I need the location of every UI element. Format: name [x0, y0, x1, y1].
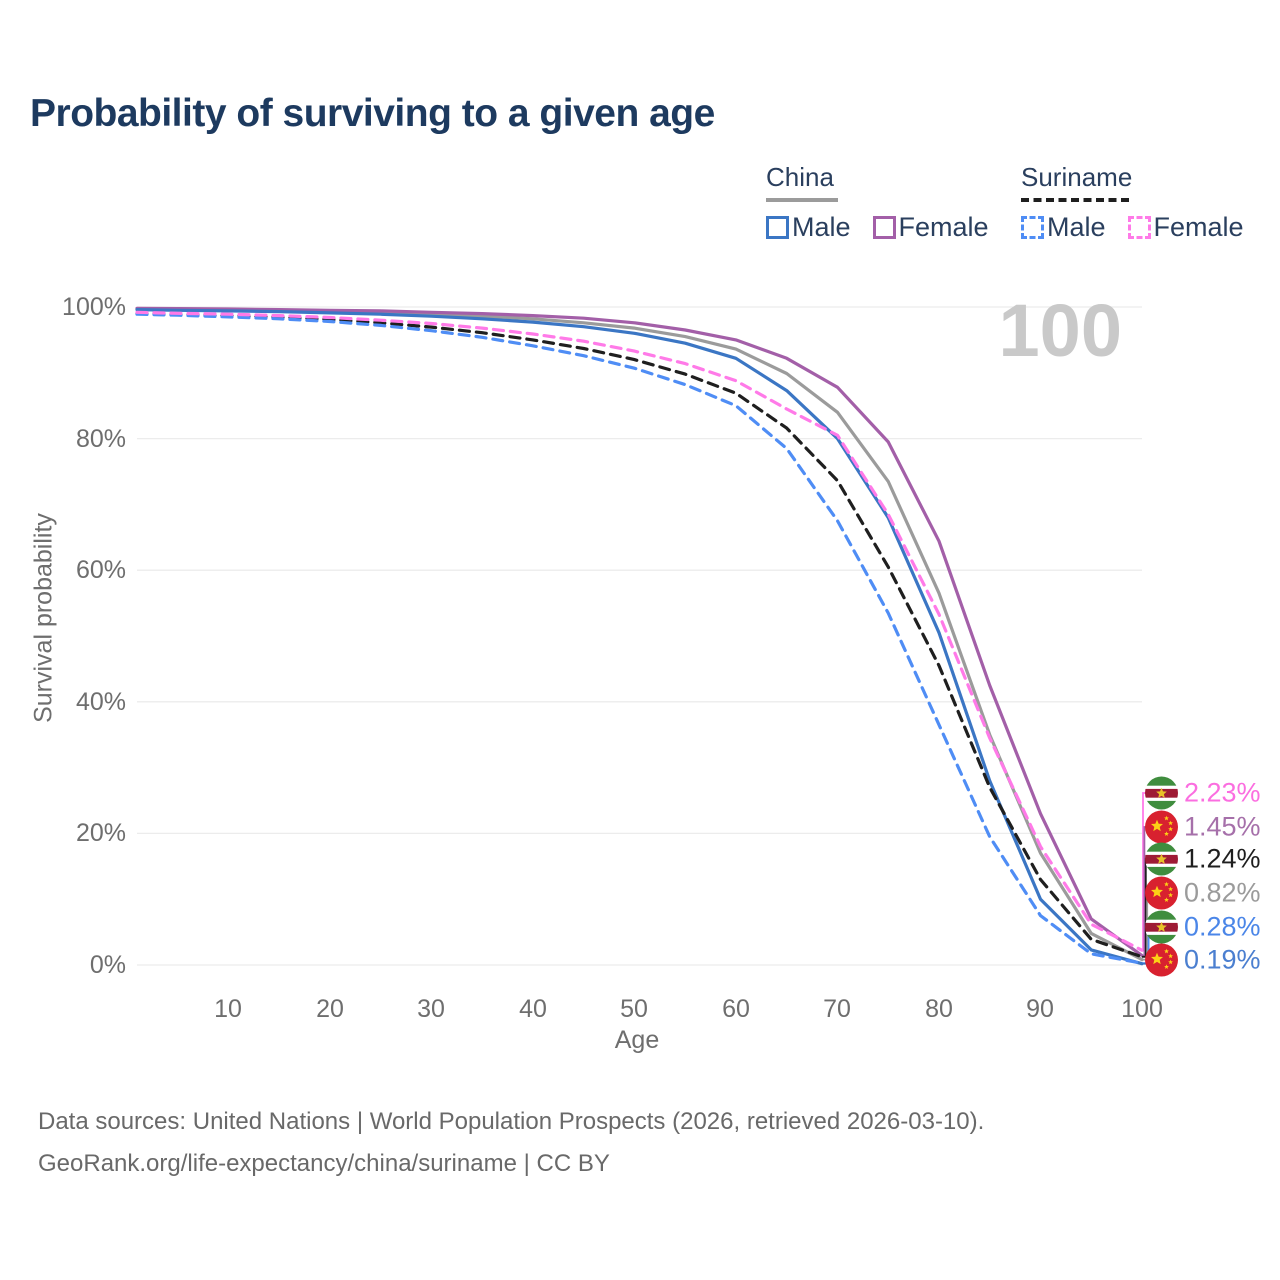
value-label-china_female[interactable]: 1.45% [1145, 810, 1261, 844]
legend-swatch-suriname-male[interactable] [1021, 216, 1044, 239]
attribution-line: GeoRank.org/life-expectancy/china/surina… [38, 1150, 610, 1177]
y-tick-0%: 0% [89, 951, 126, 979]
value-label-china_male[interactable]: 0.19% [1145, 943, 1261, 977]
series-line-china_female[interactable] [135, 306, 1144, 958]
suriname-flag-icon [1145, 842, 1178, 876]
legend-group-suriname: Suriname Male Female [1021, 162, 1266, 243]
value-label-suriname_female[interactable]: 2.23% [1145, 776, 1261, 810]
y-tick-60%: 60% [75, 556, 126, 584]
legend-swatch-china-male[interactable] [766, 216, 789, 239]
y-tick-20%: 20% [75, 819, 126, 847]
y-axis-title: Survival probability [29, 513, 58, 723]
legend-suriname-title[interactable]: Suriname [1021, 162, 1133, 192]
value-label-text: 1.45% [1184, 811, 1261, 842]
x-tick-30: 30 [417, 995, 445, 1023]
series-line-china_male[interactable] [135, 308, 1144, 966]
legend-suriname-male-label[interactable]: Male [1047, 212, 1106, 242]
legend-group-china: China Male Female [766, 162, 1011, 243]
china-flag-icon [1145, 810, 1178, 844]
page-title: Probability of surviving to a given age [30, 92, 715, 135]
value-label-suriname_male[interactable]: 0.28% [1145, 910, 1261, 944]
china-flag-icon [1145, 943, 1178, 977]
value-label-china_all[interactable]: 0.82% [1145, 876, 1261, 910]
series-line-suriname_male[interactable] [135, 312, 1144, 965]
value-label-text: 0.82% [1184, 877, 1261, 908]
x-tick-100: 100 [1121, 995, 1163, 1023]
legend-suriname-female-label[interactable]: Female [1153, 212, 1244, 242]
series-line-china_all[interactable] [135, 307, 1144, 962]
x-tick-60: 60 [722, 995, 750, 1023]
x-tick-80: 80 [925, 995, 953, 1023]
series-line-suriname_all[interactable] [135, 311, 1144, 959]
legend-china-female-label[interactable]: Female [898, 212, 989, 242]
x-axis-title: Age [614, 1026, 660, 1054]
legend-china-male-label[interactable]: Male [792, 212, 851, 242]
value-label-text: 1.24% [1184, 843, 1261, 874]
legend-swatch-china-female[interactable] [872, 216, 896, 239]
legend-china-line-swatch [766, 198, 838, 202]
x-tick-50: 50 [620, 995, 648, 1023]
suriname-flag-icon [1145, 776, 1178, 810]
legend-swatch-suriname-female[interactable] [1127, 216, 1151, 239]
suriname-flag-icon [1145, 910, 1178, 944]
value-label-suriname_all[interactable]: 1.24% [1145, 842, 1261, 876]
value-label-text: 0.19% [1184, 944, 1261, 975]
data-source-line: Data sources: United Nations | World Pop… [38, 1108, 985, 1135]
y-tick-40%: 40% [75, 688, 126, 716]
series-line-suriname_female[interactable] [135, 310, 1144, 952]
legend-china-title[interactable]: China [766, 162, 834, 192]
x-tick-90: 90 [1026, 995, 1054, 1023]
y-tick-80%: 80% [75, 425, 126, 453]
x-tick-10: 10 [214, 995, 242, 1023]
hovered-age-watermark: 100 [998, 289, 1122, 372]
x-tick-40: 40 [519, 995, 547, 1023]
value-label-text: 0.28% [1184, 911, 1261, 942]
china-flag-icon [1145, 876, 1178, 910]
x-tick-70: 70 [823, 995, 851, 1023]
y-tick-100%: 100% [62, 293, 126, 321]
x-tick-20: 20 [316, 995, 344, 1023]
legend-suriname-line-swatch [1021, 198, 1129, 202]
value-label-text: 2.23% [1184, 777, 1261, 808]
